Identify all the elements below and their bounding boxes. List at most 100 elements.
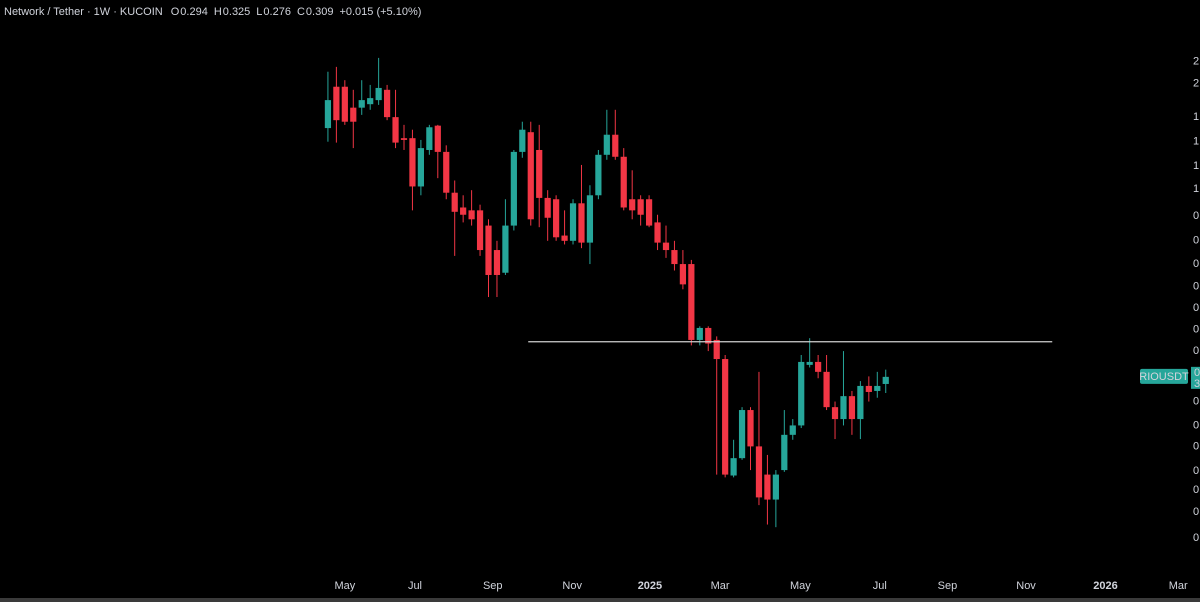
candle-body [569, 203, 577, 241]
candle-body [722, 359, 729, 475]
y-tick-label: 0 [1193, 532, 1199, 544]
candle-body [536, 149, 543, 198]
y-tick-label: 1 [1193, 160, 1199, 172]
y-tick-label: 0 [1193, 210, 1199, 222]
candle-body [553, 199, 560, 238]
ohlc-letter: C [297, 6, 305, 18]
ohlc-value: 0.294 [180, 6, 208, 18]
candle-body [367, 98, 374, 105]
candle-body [443, 151, 450, 193]
candle-body [705, 327, 712, 344]
price-tag-label: RIOUSDT [1139, 371, 1189, 383]
price-axis-tag-text: 3 [1194, 378, 1200, 390]
candle-body [654, 222, 661, 243]
candle-body [350, 107, 357, 122]
y-tick-label: 1 [1193, 183, 1199, 195]
x-tick-label: 2025 [638, 580, 662, 592]
ohlc-value: 0.325 [223, 6, 251, 18]
scrollbar [0, 598, 1200, 602]
x-tick-label: Nov [562, 580, 582, 592]
candle-body [586, 195, 594, 243]
y-tick-label: 1 [1193, 111, 1199, 123]
candle-body [485, 225, 492, 275]
candle-body [603, 134, 610, 155]
candle-body [358, 100, 365, 108]
candle-body [324, 100, 332, 129]
candle-body [882, 376, 889, 384]
candle-body [696, 327, 703, 340]
candle-body [806, 361, 813, 365]
y-tick-label: 1 [1193, 136, 1199, 148]
candle-body [400, 138, 408, 140]
candle-body [544, 197, 551, 218]
candle-body [713, 339, 720, 360]
y-tick-label: 0 [1193, 484, 1199, 496]
candle-body [612, 134, 619, 157]
x-tick-label: Jul [408, 580, 422, 592]
price-axis-tag [1191, 366, 1200, 389]
candle-body [578, 203, 585, 243]
x-tick-label: 2026 [1093, 580, 1117, 592]
candle-body [747, 410, 754, 447]
y-tick-label: 0 [1193, 345, 1199, 357]
candle-body [781, 434, 788, 471]
ohlc-value: 0.276 [263, 6, 291, 18]
candle-body [595, 154, 602, 196]
y-tick-label: 0 [1193, 302, 1199, 314]
candle-body [645, 199, 653, 226]
candle-body [527, 132, 534, 220]
y-tick-label: 0 [1193, 258, 1199, 270]
candle-body [865, 385, 872, 392]
candle-body [857, 385, 864, 420]
candle-body [375, 87, 382, 101]
x-tick-label: Sep [938, 580, 958, 592]
y-tick-label: 0 [1193, 324, 1199, 336]
candle-body [333, 86, 340, 121]
x-tick-label: May [334, 580, 355, 592]
candle-body [620, 156, 627, 208]
y-tick-label: 0 [1193, 281, 1199, 293]
price-tag-box [1140, 368, 1188, 384]
candle-body [831, 407, 839, 420]
x-tick-label: Jul [873, 580, 887, 592]
candle-body [840, 396, 847, 420]
candle-body [874, 385, 881, 391]
candle-body [730, 458, 737, 476]
y-tick-label: 2 [1193, 78, 1199, 90]
y-tick-label: 0 [1193, 440, 1199, 452]
candle-body [476, 210, 484, 251]
candle-body [662, 242, 670, 251]
ohlc-value: 0.309 [306, 6, 334, 18]
candle-body [561, 235, 568, 241]
candle-body [493, 250, 501, 275]
candle-body [789, 425, 796, 435]
candle-body [629, 199, 636, 211]
legend-header: Network / Tether · 1W · KUCOIN O 0.294 H 0.3… [4, 6, 421, 18]
price-axis-tag-text: 0 [1194, 367, 1200, 379]
candle-body [460, 207, 467, 215]
x-tick-label: May [790, 580, 811, 592]
y-tick-label: 0 [1193, 419, 1199, 431]
candle-body [426, 127, 433, 150]
y-tick-label: 0 [1193, 465, 1199, 477]
candle-body [823, 371, 830, 408]
candle-body [688, 264, 695, 340]
candle-body [848, 396, 856, 420]
candle-body [815, 361, 822, 372]
candle-body [409, 138, 416, 187]
candle-body [519, 129, 526, 152]
x-tick-label: Mar [1169, 580, 1188, 592]
candle-body [383, 89, 391, 118]
candle-body [738, 410, 746, 459]
candle-body [434, 125, 441, 152]
y-tick-label: 0 [1193, 235, 1199, 247]
ohlc-letter: O [171, 6, 180, 18]
candle-body [392, 117, 399, 143]
chart-title: Network / Tether · 1W · KUCOIN [4, 6, 163, 18]
candle-body [798, 361, 805, 426]
candle-body [341, 86, 348, 122]
x-tick-label: Mar [711, 580, 730, 592]
